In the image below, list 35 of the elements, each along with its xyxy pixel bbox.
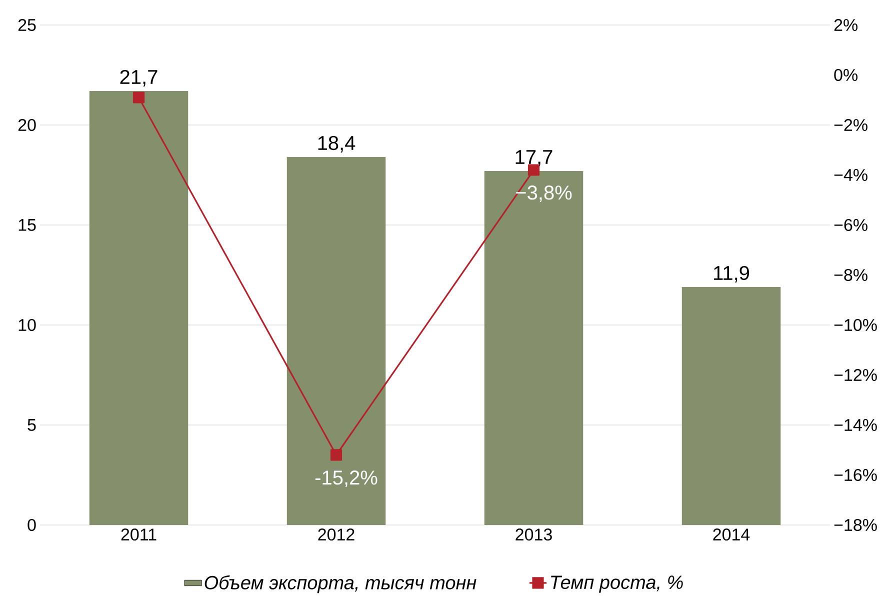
legend-label: Темп роста, % [551,576,683,593]
y2-tick-label: −14% [834,419,877,431]
x-tick-label: 2011 [121,528,156,541]
y2-tick-label: −8% [834,268,868,282]
point [330,449,342,461]
y2-tick-label: 0% [834,68,858,82]
data-label: -15,2% [315,470,378,488]
y2-tick-label: −2% [834,119,868,131]
y-tick-label: 5 [28,419,36,431]
x-tick-label: 2012 [318,528,354,541]
y-tick-label: 25 [18,18,36,32]
data-label: −3,8% [516,186,572,202]
y2-tick-label: −10% [834,318,877,332]
x-tick-label: 2014 [713,528,750,541]
point [132,92,145,104]
x-tick-label: 2013 [516,528,552,541]
y2-tick-label: −6% [834,218,868,232]
y-tick-label: 10 [18,318,36,332]
data-label: 11,9 [714,266,750,282]
y2-tick-label: −16% [834,468,877,482]
data-label: 18,4 [318,136,356,152]
bar [286,156,386,525]
legend-label: Объем экспорта, тысяч тонн [204,575,476,594]
data-label: 17,7 [516,150,552,166]
y2-tick-label: 2% [834,19,858,31]
y2-tick-label: −18% [834,518,877,532]
y2-tick-label: −4% [834,169,868,181]
y2-tick-label: −12% [834,369,877,381]
bar [89,90,188,525]
data-label: 21,7 [120,70,158,86]
y-tick-label: 15 [18,219,36,231]
bar [682,286,781,525]
y-tick-label: 0 [28,518,36,532]
y-tick-label: 20 [18,118,36,132]
bar [484,170,584,525]
